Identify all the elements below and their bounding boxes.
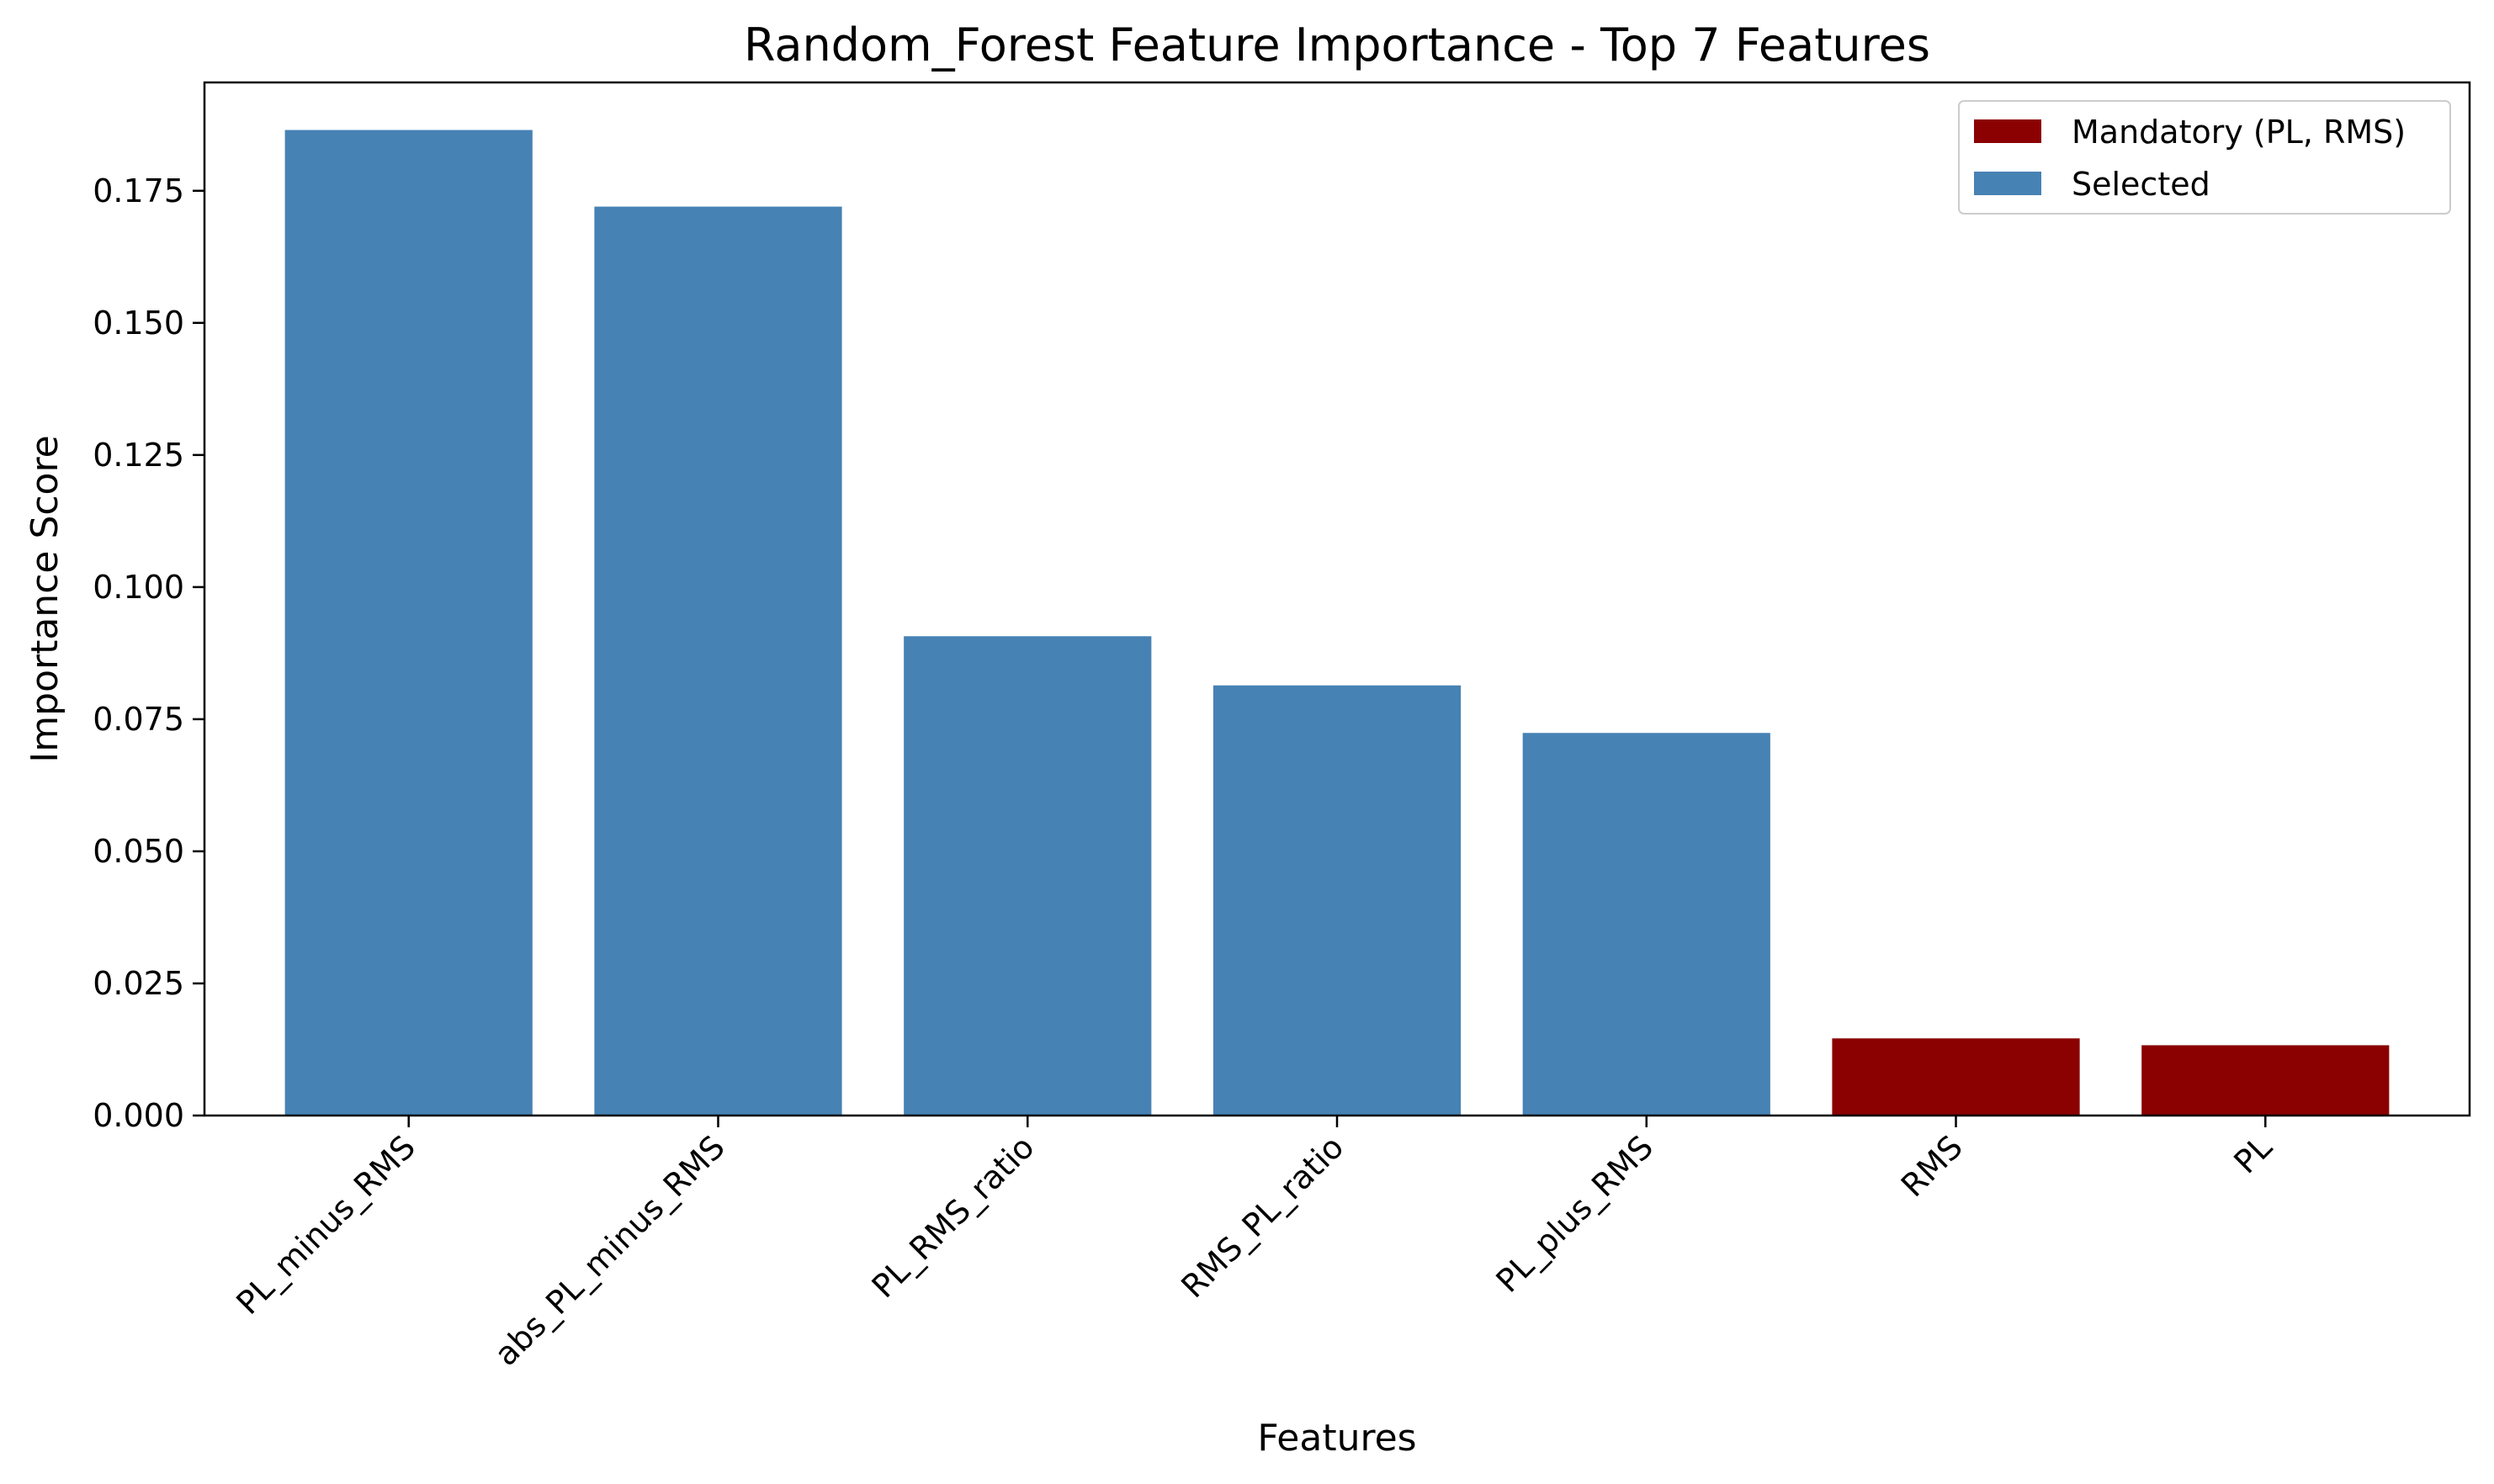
y-tick-label: 0.000 — [93, 1097, 184, 1134]
y-tick-label: 0.125 — [93, 437, 184, 474]
legend-label-selected: Selected — [2072, 166, 2210, 203]
x-axis-label: Features — [1257, 1417, 1416, 1460]
bar-pl-rms-ratio — [904, 636, 1152, 1116]
y-tick-label: 0.175 — [93, 172, 184, 209]
y-axis-label: Importance Score — [24, 435, 66, 762]
bar-pl-plus-rms — [1522, 733, 1770, 1116]
legend-swatch-mandatory — [1974, 119, 2041, 143]
bar-rms-pl-ratio — [1213, 685, 1462, 1116]
y-tick-label: 0.150 — [93, 305, 184, 342]
plot-area-frame — [203, 81, 2471, 1117]
y-tick-label: 0.075 — [93, 701, 184, 738]
bar-pl-minus-rms — [284, 130, 533, 1116]
legend-swatch-selected — [1974, 172, 2041, 195]
legend-box — [1958, 100, 2451, 215]
y-tick-label: 0.050 — [93, 833, 184, 870]
bar-abs-pl-minus-rms — [594, 206, 842, 1116]
y-axis-ticks: 0.000 0.025 0.050 0.075 0.100 0.125 0.150 0.175 — [93, 172, 204, 1134]
bar-rms — [1832, 1038, 2080, 1116]
chart-title: Random_Forest Feature Importance - Top 7… — [744, 19, 1930, 72]
legend-label-mandatory: Mandatory (PL, RMS) — [2072, 114, 2406, 151]
bar-pl — [2141, 1045, 2390, 1116]
legend: Mandatory (PL, RMS) Selected — [1958, 100, 2451, 215]
y-tick-label: 0.025 — [93, 965, 184, 1002]
y-tick-label: 0.100 — [93, 569, 184, 606]
bars-layer — [284, 130, 2390, 1116]
